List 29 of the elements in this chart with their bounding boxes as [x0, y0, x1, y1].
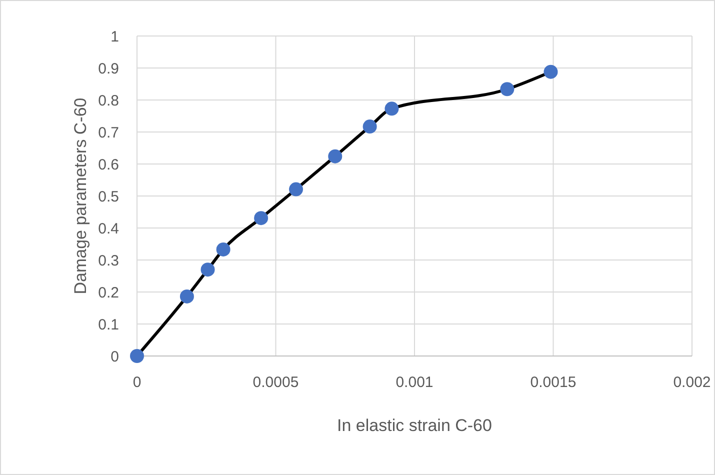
y-tick-label: 0.2 [98, 284, 119, 302]
point [384, 102, 399, 116]
y-tick-label: 1 [110, 28, 119, 46]
x-tick-label: 0.001 [396, 374, 434, 391]
point [289, 182, 304, 196]
point [500, 82, 514, 96]
y-tick-label: 0.5 [98, 188, 119, 206]
point [216, 242, 230, 256]
x-axis-title: In elastic strain C-60 [337, 416, 492, 435]
y-tick-label: 0.6 [98, 156, 119, 174]
point [200, 262, 215, 277]
x-tick-label: 0.0015 [530, 374, 576, 391]
y-tick-label: 0.1 [98, 316, 119, 334]
point [328, 149, 342, 164]
y-tick-label: 0.9 [98, 60, 119, 78]
y-tick-label: 0.8 [98, 92, 119, 110]
point [544, 64, 558, 79]
point [130, 349, 144, 363]
y-tick-label: 0 [110, 348, 119, 366]
point [254, 211, 268, 226]
point [180, 289, 194, 304]
y-axis-title: Damage parameters C-60 [71, 98, 90, 294]
y-tick-label: 0.7 [98, 124, 119, 142]
x-tick-label: 0.0005 [252, 374, 299, 391]
y-tick-label: 0.4 [98, 220, 119, 238]
x-tick-label: 0 [132, 374, 142, 391]
x-tick-label: 0.002 [673, 374, 711, 391]
point [362, 120, 377, 134]
y-tick-label: 0.3 [98, 252, 119, 270]
